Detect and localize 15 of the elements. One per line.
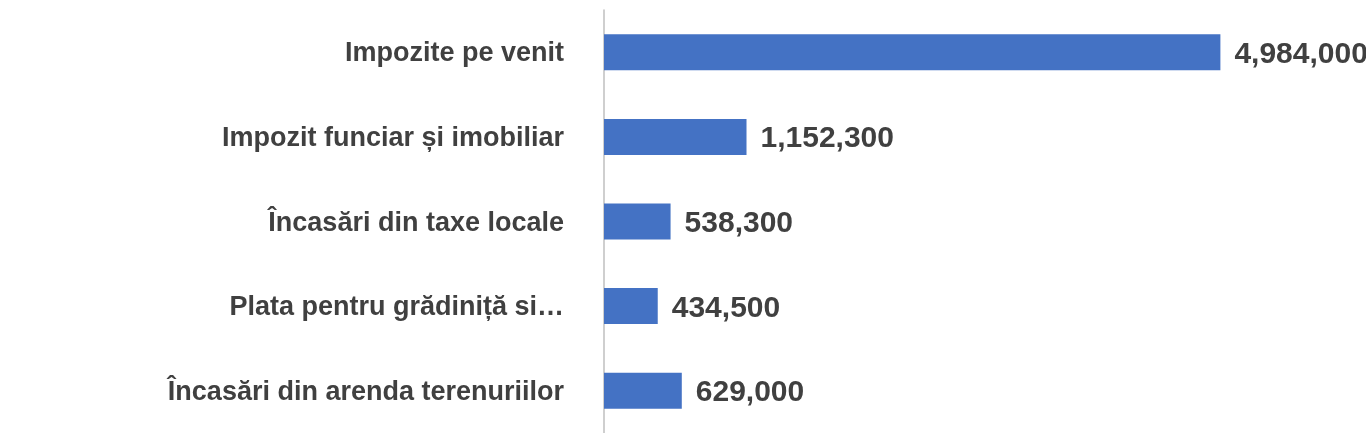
bar [604, 203, 671, 240]
y-tick-label: Impozite pe venit [344, 37, 564, 68]
y-tick-label: Încasări din arenda terenuriilor [165, 374, 565, 406]
y-tick-label: Plata pentru grădiniță si… [229, 291, 564, 322]
data-label: 4,984,000 [1234, 35, 1366, 69]
data-label: 538,300 [684, 205, 794, 238]
bar [604, 372, 682, 409]
data-label: 434,500 [671, 289, 781, 323]
data-label: 1,152,300 [760, 120, 894, 154]
y-tick-label: Încasări din taxe locale [266, 205, 564, 237]
bar [604, 118, 747, 155]
bar [604, 34, 1221, 71]
data-label: 629,000 [695, 374, 805, 408]
y-tick-label: Impozit funciar și imobiliar [221, 121, 565, 152]
bar [604, 288, 658, 325]
